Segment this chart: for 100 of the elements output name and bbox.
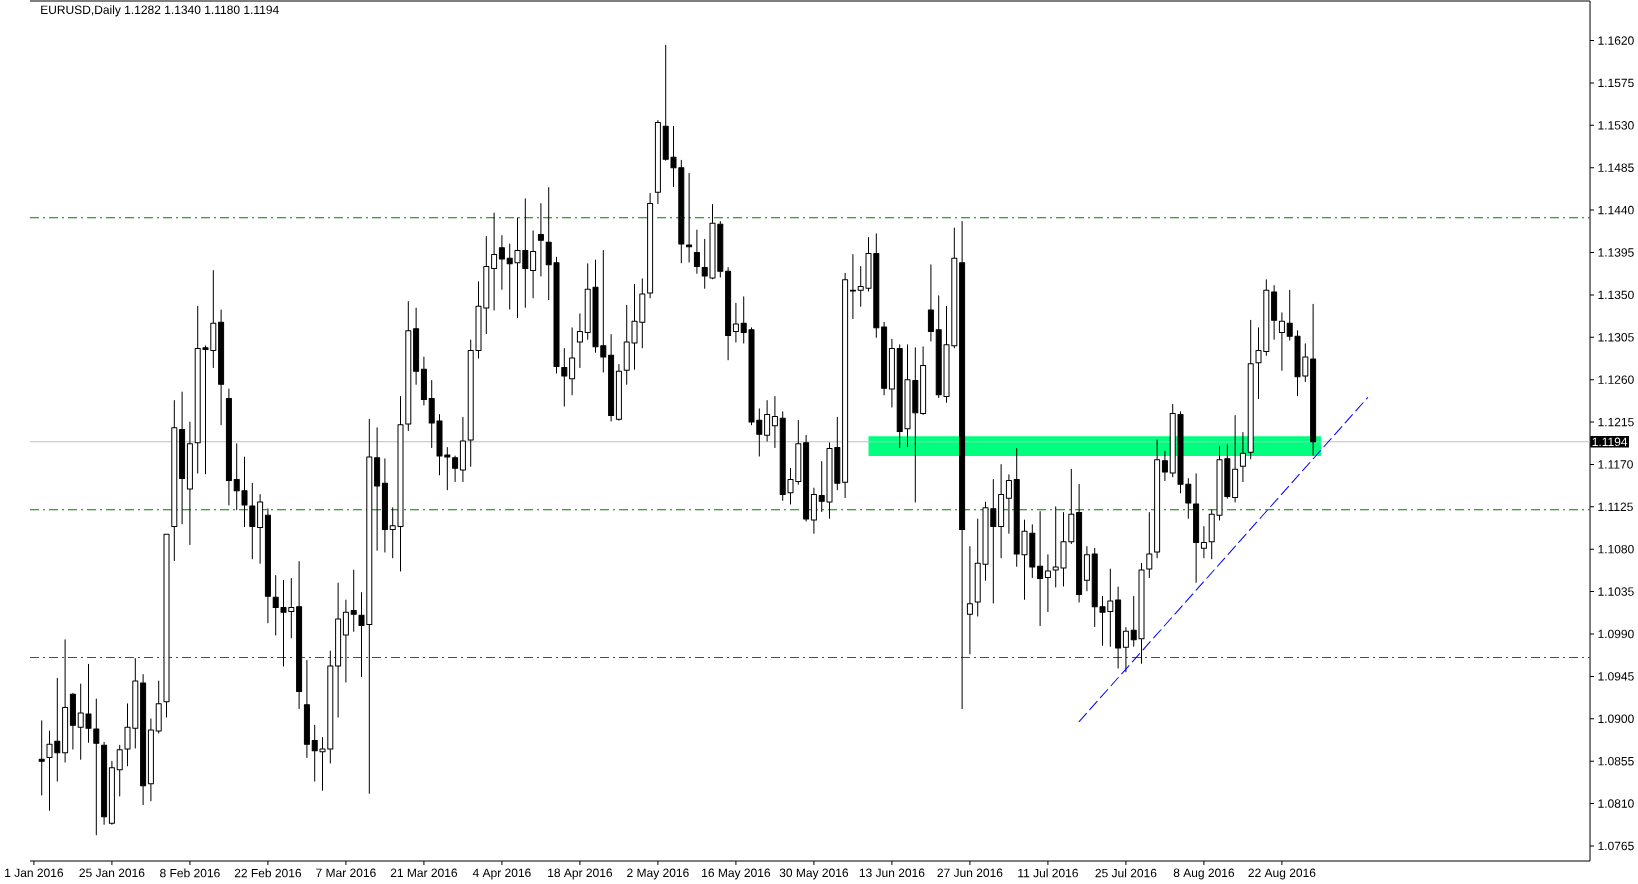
candlestick xyxy=(537,203,544,277)
candlestick xyxy=(1239,431,1246,482)
y-tick-label: 1.1170 xyxy=(1598,460,1633,469)
candlestick xyxy=(771,396,778,448)
candlestick xyxy=(732,302,739,343)
x-tick-label: 2 May 2016 xyxy=(627,868,689,880)
candlestick xyxy=(561,348,568,407)
candlestick xyxy=(413,307,420,385)
candlestick xyxy=(249,482,256,560)
candlestick xyxy=(420,356,427,406)
y-tick-label: 1.1575 xyxy=(1598,78,1634,88)
candlestick xyxy=(140,673,147,805)
candlestick xyxy=(881,321,888,396)
y-tick-label: 1.1395 xyxy=(1598,248,1634,257)
y-tick-label: 1.1260 xyxy=(1598,375,1634,384)
x-tick-label: 4 Apr 2016 xyxy=(472,868,531,880)
candlestick xyxy=(1310,303,1317,456)
candlestick xyxy=(498,235,505,290)
candlestick xyxy=(186,421,193,545)
candlestick xyxy=(920,346,927,416)
candlestick xyxy=(452,455,459,482)
candlestick xyxy=(101,741,108,825)
x-tick-label: 27 Jun 2016 xyxy=(937,868,1003,878)
x-tick-label: 11 Jul 2016 xyxy=(1018,868,1078,878)
candlestick xyxy=(927,264,934,342)
candlestick xyxy=(1161,450,1168,481)
candlestick xyxy=(1247,319,1254,460)
candlestick xyxy=(218,309,225,426)
x-tick-label: 30 May 2016 xyxy=(779,868,849,880)
y-tick-label: 1.1620 xyxy=(1598,36,1634,45)
candlestick xyxy=(335,582,342,718)
chart-title: EURUSD,Daily 1.1282 1.1340 1.1180 1.1194 xyxy=(41,5,279,17)
candlestick xyxy=(1232,414,1239,503)
x-tick-label: 7 Mar 2016 xyxy=(316,868,376,878)
candlestick xyxy=(647,192,654,299)
candlestick xyxy=(155,680,162,734)
x-tick-label: 8 Feb 2016 xyxy=(160,868,220,878)
candlestick xyxy=(810,487,817,534)
candlestick xyxy=(998,463,1005,559)
y-tick-label: 1.1215 xyxy=(1598,417,1634,427)
x-tick-label: 25 Jan 2016 xyxy=(79,868,145,878)
candlestick xyxy=(1193,473,1200,583)
x-tick-label: 13 Jun 2016 xyxy=(859,868,925,878)
candlestick xyxy=(693,229,700,274)
candlestick xyxy=(576,313,583,368)
candlestick xyxy=(530,230,537,299)
candlestick xyxy=(459,416,466,482)
candlestick xyxy=(296,560,303,709)
y-tick-label: 1.0765 xyxy=(1598,841,1634,851)
candlestick xyxy=(108,760,115,825)
candlestick xyxy=(1076,483,1083,603)
candlestick xyxy=(1005,474,1012,534)
x-tick-label: 21 Mar 2016 xyxy=(390,868,458,878)
candlestick xyxy=(257,494,264,564)
y-tick-label: 1.0945 xyxy=(1598,672,1634,681)
x-tick-label: 1 Jan 2016 xyxy=(5,868,64,878)
candlestick xyxy=(69,692,76,750)
candlestick xyxy=(342,599,349,683)
y-tick-label: 1.1080 xyxy=(1598,544,1634,554)
candlestick xyxy=(1115,586,1122,669)
candlestick xyxy=(179,391,186,525)
candlestick xyxy=(725,267,732,361)
y-tick-label: 1.1485 xyxy=(1598,163,1634,172)
y-tick-label: 1.1125 xyxy=(1598,502,1633,512)
candlestick xyxy=(764,399,771,442)
candlestick xyxy=(1200,526,1207,559)
candlestick xyxy=(1154,439,1161,559)
candlestick xyxy=(842,272,849,498)
candlestick xyxy=(888,338,895,408)
candlestick xyxy=(491,212,498,311)
x-tick-label: 25 Jul 2016 xyxy=(1095,868,1157,878)
y-tick-label: 1.0990 xyxy=(1598,629,1634,639)
candlestick xyxy=(405,300,412,432)
x-tick-label: 16 May 2016 xyxy=(702,868,771,880)
y-tick-label: 1.1350 xyxy=(1598,290,1634,300)
candlestick xyxy=(38,720,45,796)
y-tick-label: 1.0810 xyxy=(1598,799,1634,808)
candlestick xyxy=(959,220,966,709)
candlestick xyxy=(654,120,661,205)
candlestick xyxy=(849,253,856,319)
x-tick-label: 18 Apr 2016 xyxy=(548,868,613,880)
candlestick xyxy=(1044,554,1051,612)
candlestick xyxy=(225,388,232,506)
x-tick-label: 22 Aug 2016 xyxy=(1248,868,1316,880)
candlestick xyxy=(350,569,357,632)
candlestick xyxy=(569,327,576,396)
candlestick xyxy=(264,508,271,624)
x-tick-label: 22 Feb 2016 xyxy=(234,868,302,878)
candlestick xyxy=(147,718,154,802)
ref-line-label: 1.1194 xyxy=(1592,437,1628,447)
y-tick-label: 1.1305 xyxy=(1598,333,1634,342)
candlestick xyxy=(62,639,69,763)
candlestick xyxy=(803,434,810,522)
y-tick-label: 1.0900 xyxy=(1598,714,1634,724)
candlestick xyxy=(116,744,123,797)
candlestick xyxy=(93,698,100,836)
candlestick xyxy=(381,458,388,553)
candlestick xyxy=(1122,626,1129,673)
y-tick-label: 1.0855 xyxy=(1598,756,1634,766)
candlestick xyxy=(1037,511,1044,627)
